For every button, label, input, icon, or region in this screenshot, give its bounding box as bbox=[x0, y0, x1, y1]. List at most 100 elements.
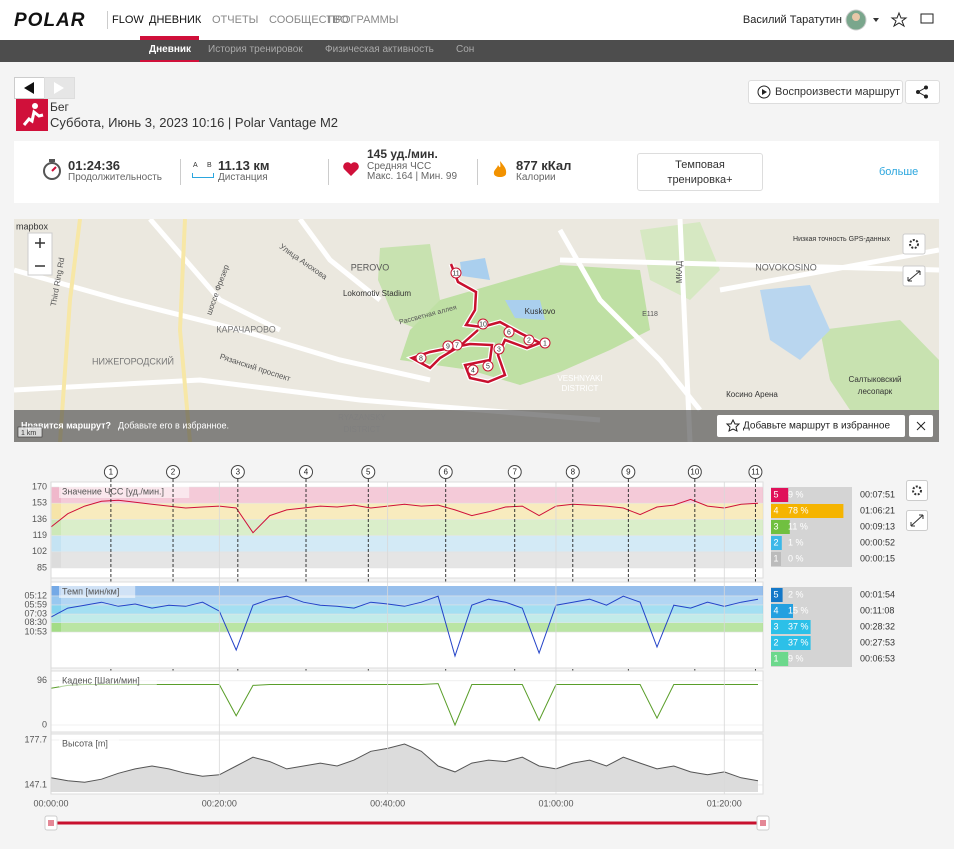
gps-note: Низкая точность GPS-данных bbox=[793, 236, 890, 243]
map-label: VESHNYAKI bbox=[557, 374, 602, 383]
map-label: DISTRICT bbox=[562, 384, 599, 393]
more-link[interactable]: больше bbox=[879, 166, 919, 178]
y-tick-label: 10:53 bbox=[24, 626, 47, 636]
distance-icon-a: A bbox=[193, 162, 198, 169]
panel-title-bg bbox=[59, 737, 119, 750]
chart-tools bbox=[906, 480, 928, 531]
zone-strip bbox=[52, 595, 61, 605]
park bbox=[820, 320, 939, 410]
logo[interactable]: POLAR bbox=[14, 10, 86, 31]
x-tick-label: 01:00:00 bbox=[538, 798, 573, 808]
map-layer: PEROVO Lokomotiv Stadium Kuskovo НИЖЕГОРОДС… bbox=[14, 219, 939, 442]
zone-strip bbox=[52, 487, 61, 504]
y-tick-label: 05:59 bbox=[24, 599, 47, 609]
range-slider[interactable] bbox=[40, 813, 775, 833]
nav-item[interactable]: СООБЩЕСТВО bbox=[269, 14, 349, 26]
route-marker bbox=[493, 343, 505, 355]
lap-label: 6 bbox=[443, 468, 448, 477]
nav-item[interactable]: ОТЧЕТЫ bbox=[212, 14, 259, 26]
subnav-item[interactable]: Физическая активность bbox=[325, 44, 434, 55]
y-tick-label: 07:03 bbox=[24, 608, 47, 618]
prompt-detail: Добавьте его в избранное. bbox=[118, 420, 229, 430]
map[interactable]: PEROVO Lokomotiv Stadium Kuskovo НИЖЕГОРОДС… bbox=[14, 219, 939, 442]
lap-marker bbox=[166, 465, 181, 479]
map-label: Lokomotiv Stadium bbox=[343, 289, 411, 298]
product: FLOW bbox=[112, 14, 144, 26]
nav-icons bbox=[845, 9, 934, 31]
y-tick-label: 119 bbox=[33, 530, 47, 540]
route-marker-label: 3 bbox=[497, 346, 501, 353]
zone-percent: 78 % bbox=[788, 505, 809, 515]
map-settings[interactable] bbox=[902, 233, 926, 255]
zone-bar bbox=[771, 520, 790, 534]
panel-title: Значение ЧСС [уд./мин.] bbox=[62, 486, 164, 496]
scale-bar bbox=[17, 426, 43, 438]
zone-name: 1 bbox=[773, 553, 778, 563]
zone-time: 01:06:21 bbox=[860, 505, 895, 515]
zone-name: 5 bbox=[773, 489, 778, 499]
y-tick-label: 136 bbox=[32, 514, 47, 524]
replay-button[interactable]: Воспроизвести маршрут bbox=[748, 80, 903, 104]
lap-label: 1 bbox=[109, 468, 114, 477]
map-label: КАРАЧАРОВО bbox=[216, 324, 275, 334]
flame-icon bbox=[493, 161, 507, 177]
map-label: Kuskovo bbox=[525, 307, 556, 316]
zone-name: 5 bbox=[773, 589, 778, 599]
divider bbox=[180, 159, 181, 185]
star-icon[interactable] bbox=[890, 11, 908, 28]
zone-time: 00:00:52 bbox=[860, 537, 895, 547]
runner-head bbox=[32, 103, 38, 109]
divider bbox=[107, 11, 108, 29]
chart-settings[interactable] bbox=[906, 480, 928, 501]
zone-band bbox=[51, 622, 763, 633]
panel-title-bg bbox=[59, 485, 190, 498]
map-label: МКАД bbox=[675, 260, 684, 283]
panel-title-bg bbox=[59, 585, 136, 598]
route-marker bbox=[415, 352, 427, 364]
y-tick-label: 08:30 bbox=[24, 617, 47, 627]
star-icon bbox=[725, 418, 741, 432]
lap-label: 7 bbox=[512, 468, 517, 477]
benefit-button[interactable]: Темповая тренировка+ bbox=[637, 153, 763, 191]
nav-item[interactable]: ПРОГРАММЫ bbox=[327, 14, 399, 26]
top-nav: POLAR FLOW ДНЕВНИК ОТЧЕТЫ СООБЩЕСТВО ПРО… bbox=[0, 0, 954, 40]
lap-label: 10 bbox=[690, 468, 699, 477]
zone-name: 1 bbox=[773, 653, 778, 663]
gear-icon bbox=[912, 485, 922, 496]
zone-band bbox=[51, 614, 763, 623]
map-label: E118 bbox=[642, 311, 658, 318]
map-label: Салтыковский bbox=[848, 375, 901, 384]
favorite-button[interactable] bbox=[717, 415, 905, 437]
zone-time: 00:01:54 bbox=[860, 589, 895, 599]
zone-band bbox=[51, 586, 763, 596]
zone-band bbox=[51, 487, 763, 504]
data-line bbox=[50, 595, 759, 658]
subnav-item[interactable]: Дневник bbox=[149, 44, 192, 55]
map-label: лесопарк bbox=[858, 387, 893, 396]
gear-icon bbox=[909, 239, 919, 249]
route-marker-label: 5 bbox=[486, 363, 490, 370]
close-icon bbox=[916, 421, 926, 431]
zone-name: 4 bbox=[773, 605, 778, 615]
share-button[interactable] bbox=[905, 80, 940, 104]
x-tick-label: 00:00:00 bbox=[33, 798, 68, 808]
nav-item[interactable]: ДНЕВНИК bbox=[149, 14, 202, 26]
area-line bbox=[50, 743, 759, 783]
calories: 877 кКал bbox=[516, 158, 572, 173]
user-name[interactable]: Василий Таратутин bbox=[742, 14, 842, 26]
dropdown[interactable] bbox=[873, 18, 879, 22]
route-marker-label: 2 bbox=[527, 337, 531, 344]
subnav-item[interactable]: История тренировок bbox=[208, 44, 303, 55]
distance: 11.13 км bbox=[218, 158, 270, 173]
route-marker-label: 10 bbox=[479, 321, 487, 328]
zone-name: 3 bbox=[773, 521, 778, 531]
lap-label: 8 bbox=[571, 468, 576, 477]
distance-label: Дистанция bbox=[218, 172, 268, 183]
chat-icon[interactable] bbox=[920, 13, 934, 24]
subnav-item[interactable]: Сон bbox=[456, 44, 475, 55]
zone-time: 00:28:32 bbox=[860, 621, 895, 631]
data-line bbox=[50, 498, 759, 534]
zone-band bbox=[51, 551, 763, 568]
activity-details: Суббота, Июнь 3, 2023 10:16 | Polar Vant… bbox=[50, 115, 339, 130]
zoom-buttons[interactable] bbox=[35, 238, 45, 267]
